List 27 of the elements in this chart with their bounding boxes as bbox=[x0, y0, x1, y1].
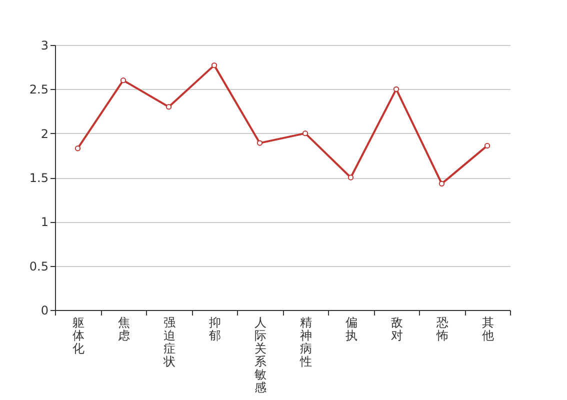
y-tick-label: 2.5 bbox=[29, 82, 48, 97]
x-tick-label: 敌对 bbox=[390, 316, 403, 342]
point bbox=[484, 142, 490, 149]
point bbox=[393, 86, 400, 92]
point bbox=[120, 77, 126, 84]
x-tick-label: 焦虑 bbox=[118, 316, 130, 342]
x-tick-label: 躯体化 bbox=[72, 316, 84, 356]
y-tick-label: 1 bbox=[40, 215, 48, 230]
point bbox=[166, 104, 172, 110]
y-tick-label: 0 bbox=[40, 304, 48, 318]
point bbox=[438, 180, 445, 187]
point bbox=[302, 130, 308, 136]
point bbox=[256, 140, 263, 146]
point bbox=[74, 146, 81, 152]
y-tick-label: 2 bbox=[40, 126, 48, 141]
y-tick-label: 3 bbox=[40, 38, 48, 52]
x-tick-label: 人际关系敏感 bbox=[254, 316, 266, 394]
y-tick-label: 0.5 bbox=[29, 259, 48, 274]
x-tick-label: 抑郁 bbox=[208, 316, 221, 342]
point bbox=[348, 174, 354, 180]
x-tick-label: 精神病性 bbox=[298, 316, 312, 368]
point bbox=[211, 62, 218, 68]
y-tick-label: 1.5 bbox=[29, 171, 48, 185]
x-tick-label: 其他 bbox=[482, 316, 494, 342]
x-tick-label: 强迫症状 bbox=[162, 316, 176, 368]
x-tick-label: 偏执 bbox=[345, 316, 358, 342]
x-tick-label: 恐怖 bbox=[435, 316, 448, 342]
